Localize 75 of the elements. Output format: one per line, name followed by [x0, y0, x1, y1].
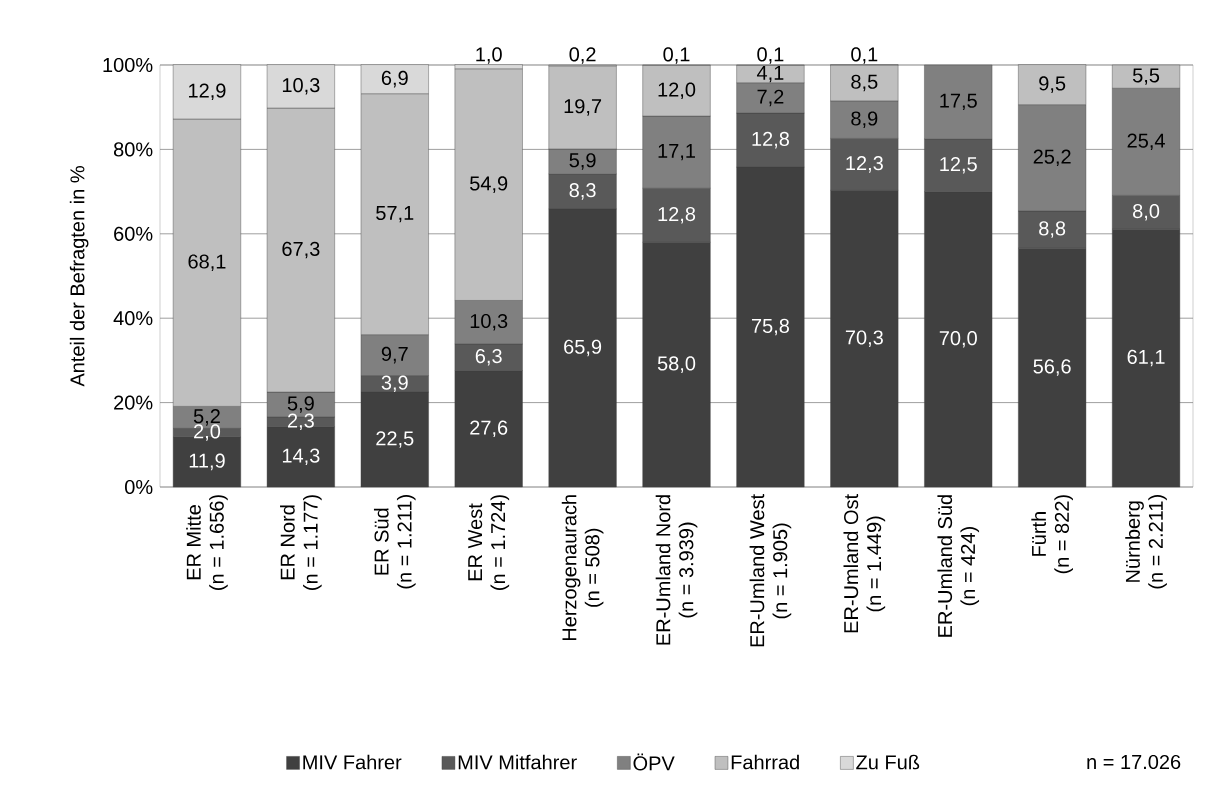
legend-label: MIV Mitfahrer [458, 754, 577, 770]
data-label: 2,0 [194, 424, 221, 441]
data-label: 10,3 [282, 78, 320, 95]
data-label: 12,5 [940, 156, 977, 174]
data-label: 12,9 [189, 83, 226, 101]
data-label: 22,5 [376, 431, 414, 448]
x-tick-label: Herzogenaurach (n = 508) [561, 495, 604, 641]
data-label: 8,5 [851, 74, 878, 92]
legend-label: Fahrrad [731, 754, 799, 770]
x-tick-label: ER-Umland Ost (n = 1.449) [843, 494, 886, 633]
data-label: 5,9 [287, 396, 314, 413]
data-label: 58,0 [657, 356, 696, 373]
data-label: 61,1 [1127, 349, 1165, 367]
y-axis-title: Anteil der Befragten in % [69, 166, 89, 387]
y-tick-label: 100% [103, 57, 153, 73]
data-label: 70,3 [845, 330, 883, 347]
data-label: 9,5 [1039, 76, 1066, 93]
data-label: 17,1 [658, 143, 695, 161]
text: n = 17.026 [1087, 754, 1181, 770]
data-label: 70,0 [939, 331, 977, 348]
x-tick-label: ER-Umland Süd (n = 424) [937, 495, 980, 637]
data-label: 12,8 [658, 206, 696, 224]
legend-label: Zu Fuß [856, 754, 920, 770]
data-label: 8,8 [1039, 221, 1066, 238]
data-label: 9,7 [381, 346, 408, 364]
x-tick-label: ER Mitte (n = 1.656) [186, 495, 228, 590]
x-tick-label: Fürth (n = 822) [1031, 495, 1073, 574]
y-tick-label: 20% [114, 395, 153, 410]
data-label: 8,3 [569, 183, 596, 200]
y-tick-label: 0% [125, 479, 153, 495]
x-tick-label: ER Nord (n = 1.177) [280, 495, 322, 590]
x-tick-label: ER West (n = 1.724) [468, 495, 510, 590]
data-label: 5,5 [1132, 68, 1160, 85]
data-label: 19,7 [564, 99, 602, 116]
y-tick-label: 60% [114, 226, 153, 241]
data-label: 2,3 [287, 413, 314, 431]
data-label: 7,2 [757, 89, 784, 107]
data-label: 0,1 [663, 47, 690, 64]
data-label: 6,9 [381, 70, 408, 88]
x-tick-label: ER-Umland Nord (n = 3.939) [655, 495, 698, 645]
data-label: 5,2 [193, 409, 220, 426]
data-label: 6,3 [475, 348, 502, 366]
data-label: 12,8 [752, 131, 789, 149]
data-label: 54,9 [470, 176, 508, 193]
data-label: 0,2 [569, 47, 596, 64]
data-label: 12,3 [846, 156, 883, 173]
x-tick-label: ER Süd (n = 1.211) [373, 495, 416, 589]
y-tick-label: 40% [113, 311, 153, 326]
data-label: 3,9 [381, 375, 408, 393]
data-label: 5,9 [569, 153, 596, 170]
x-tick-label: ER-Umland West (n = 1.905) [749, 494, 792, 647]
data-label: 57,1 [376, 206, 414, 223]
data-label: 14,3 [282, 448, 320, 466]
data-label: 8,0 [1133, 204, 1160, 221]
data-label: 75,8 [751, 318, 789, 336]
x-tick-label: Nürnberg (n = 2.211) [1125, 495, 1167, 589]
data-label: 25,2 [1033, 149, 1071, 167]
legend-label: ÖPV [633, 753, 675, 771]
legend-label: MIV Fahrer [303, 754, 402, 770]
data-label: 65,9 [564, 339, 602, 357]
data-label: 1,0 [476, 47, 502, 64]
data-label: 12,0 [658, 82, 696, 99]
data-label: 67,3 [282, 241, 320, 259]
data-label: 8,9 [851, 111, 878, 128]
data-label: 27,6 [470, 420, 508, 438]
data-label: 25,4 [1127, 133, 1165, 151]
y-tick-label: 80% [113, 142, 153, 157]
data-label: 56,6 [1033, 359, 1071, 376]
data-label: 17,5 [940, 93, 977, 111]
data-label: 0,1 [757, 47, 784, 64]
data-label: 11,9 [189, 453, 225, 471]
data-label: 0,1 [851, 47, 878, 64]
data-label: 4,1 [756, 65, 784, 83]
data-label: 68,1 [188, 254, 226, 271]
data-label: 10,3 [470, 313, 508, 331]
